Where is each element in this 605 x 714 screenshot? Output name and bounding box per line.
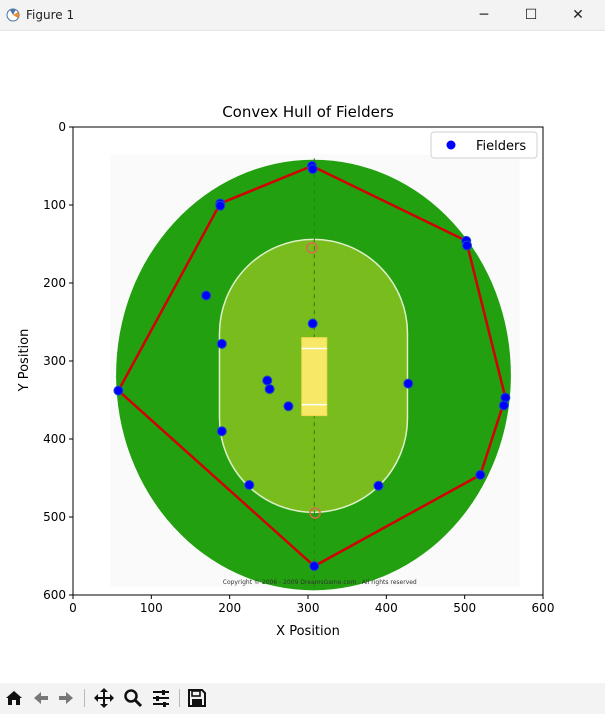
fielder-point <box>475 469 486 480</box>
save-button[interactable] <box>186 687 208 709</box>
fielder-point <box>309 561 320 572</box>
chart-title: Convex Hull of Fielders <box>222 103 394 121</box>
y-tick-label: 500 <box>43 510 66 524</box>
window-title: Figure 1 <box>26 8 75 22</box>
hull-polygon <box>117 164 507 568</box>
x-tick-label: 200 <box>218 601 241 615</box>
fielder-points <box>113 161 511 572</box>
y-axis-label: Y Position <box>17 329 32 393</box>
fielder-point <box>403 378 414 389</box>
fielder-point <box>498 400 509 411</box>
x-tick-label: 400 <box>375 601 398 615</box>
fielder-point <box>307 318 318 329</box>
legend-box <box>430 131 538 159</box>
x-axis-label: X Position <box>276 624 340 639</box>
convex-hull <box>117 164 507 568</box>
x-tick-label: 500 <box>453 601 476 615</box>
zoom-icon <box>124 689 143 708</box>
y-tick-label: 100 <box>43 198 66 212</box>
fielder-point <box>216 338 227 349</box>
x-tick-label: 100 <box>140 601 163 615</box>
zoom-button[interactable] <box>122 687 144 709</box>
back-icon <box>34 692 48 704</box>
fielder-point <box>201 290 212 301</box>
field-marker <box>309 507 321 519</box>
x-tick-label: 300 <box>297 601 320 615</box>
minimize-icon: ─ <box>479 7 489 23</box>
configure-icon <box>153 690 169 707</box>
copyright-text: Copyright © 2006 - 2009 DreamsGame.com .… <box>223 579 417 586</box>
figure-canvas[interactable]: Copyright © 2006 - 2009 DreamsGame.com .… <box>0 30 605 680</box>
close-button[interactable]: ✕ <box>555 0 601 30</box>
pan-button[interactable] <box>93 687 115 709</box>
y-tick-label: 600 <box>43 588 66 602</box>
cricket-field-background: Copyright © 2006 - 2009 DreamsGame.com .… <box>110 154 520 591</box>
home-button[interactable] <box>3 687 25 709</box>
fielder-point <box>373 480 384 491</box>
forward-button[interactable] <box>55 687 77 709</box>
chart-svg: Copyright © 2006 - 2009 DreamsGame.com .… <box>17 103 554 639</box>
navigation-toolbar <box>0 683 605 714</box>
configure-button[interactable] <box>150 687 172 709</box>
minimize-button[interactable]: ─ <box>461 0 507 30</box>
fielder-point <box>283 401 294 412</box>
toolbar-separator <box>84 689 85 707</box>
fielder-point <box>307 164 318 175</box>
fielder-point <box>264 384 275 395</box>
fielder-point <box>262 375 273 386</box>
maximize-icon: ☐ <box>524 7 538 23</box>
legend-label: Fielders <box>476 139 526 154</box>
pitch <box>301 337 328 417</box>
maximize-button[interactable]: ☐ <box>508 0 554 30</box>
x-tick-label: 600 <box>532 601 555 615</box>
save-icon <box>188 689 206 707</box>
legend: Fielders <box>430 131 538 159</box>
forward-icon <box>59 692 73 704</box>
fielder-point <box>216 426 227 437</box>
window-titlebar: Figure 1 ─ ☐ ✕ <box>0 0 605 31</box>
x-tick-label: 0 <box>69 601 77 615</box>
y-tick-label: 400 <box>43 432 66 446</box>
toolbar-separator <box>179 689 180 707</box>
pan-icon <box>94 688 114 708</box>
field-marker <box>306 242 318 254</box>
y-tick-label: 300 <box>43 354 66 368</box>
matplotlib-app-icon <box>6 8 20 22</box>
fielder-point <box>462 240 473 251</box>
legend-marker <box>446 140 456 150</box>
back-button[interactable] <box>30 687 52 709</box>
fielder-point <box>113 385 124 396</box>
home-icon <box>6 691 22 705</box>
y-tick-label: 200 <box>43 276 66 290</box>
fielder-point <box>244 480 255 491</box>
close-icon: ✕ <box>572 7 584 23</box>
y-tick-label: 0 <box>58 120 66 134</box>
fielder-point <box>215 200 226 211</box>
